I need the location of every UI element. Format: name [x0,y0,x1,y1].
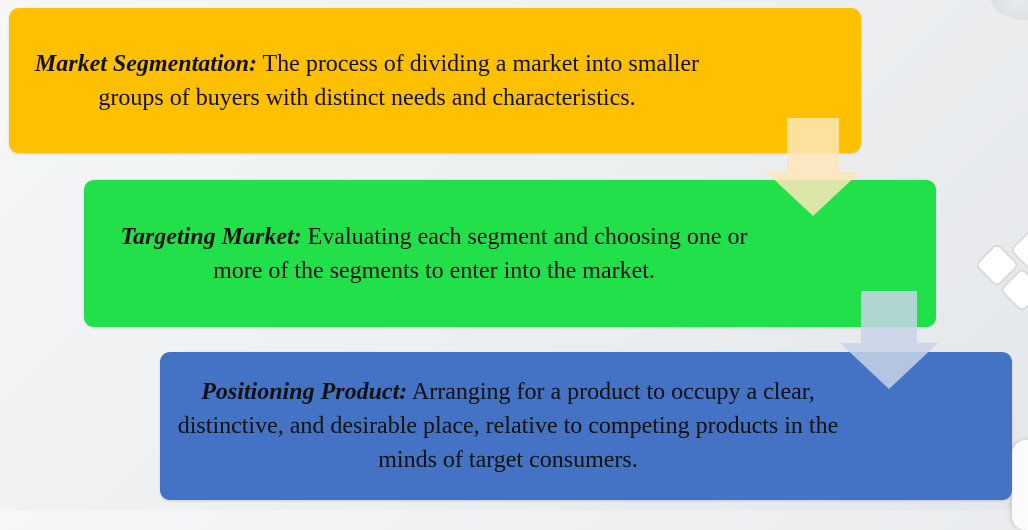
step-market-segmentation: Market Segmentation: The process of divi… [9,8,861,153]
step-term: Market Segmentation: [34,50,257,77]
step-term: Targeting Market: [120,223,302,250]
step-term: Positioning Product: [201,379,408,405]
step-description: The process of dividing a market into sm… [98,50,700,111]
background-decoration [1012,440,1028,530]
step-targeting-market: Targeting Market: Evaluating each segmen… [84,180,936,327]
step-description: Arranging for a product to occupy a clea… [177,379,839,473]
keyboard-decoration [977,230,1028,310]
step-positioning-product: Positioning Product: Arranging for a pro… [160,352,1012,500]
step-text: Positioning Product: Arranging for a pro… [168,375,848,477]
step-description: Evaluating each segment and choosing one… [213,223,748,284]
step-text: Market Segmentation: The process of divi… [27,47,707,115]
step-text: Targeting Market: Evaluating each segmen… [94,220,774,288]
background-decoration [990,0,1028,20]
